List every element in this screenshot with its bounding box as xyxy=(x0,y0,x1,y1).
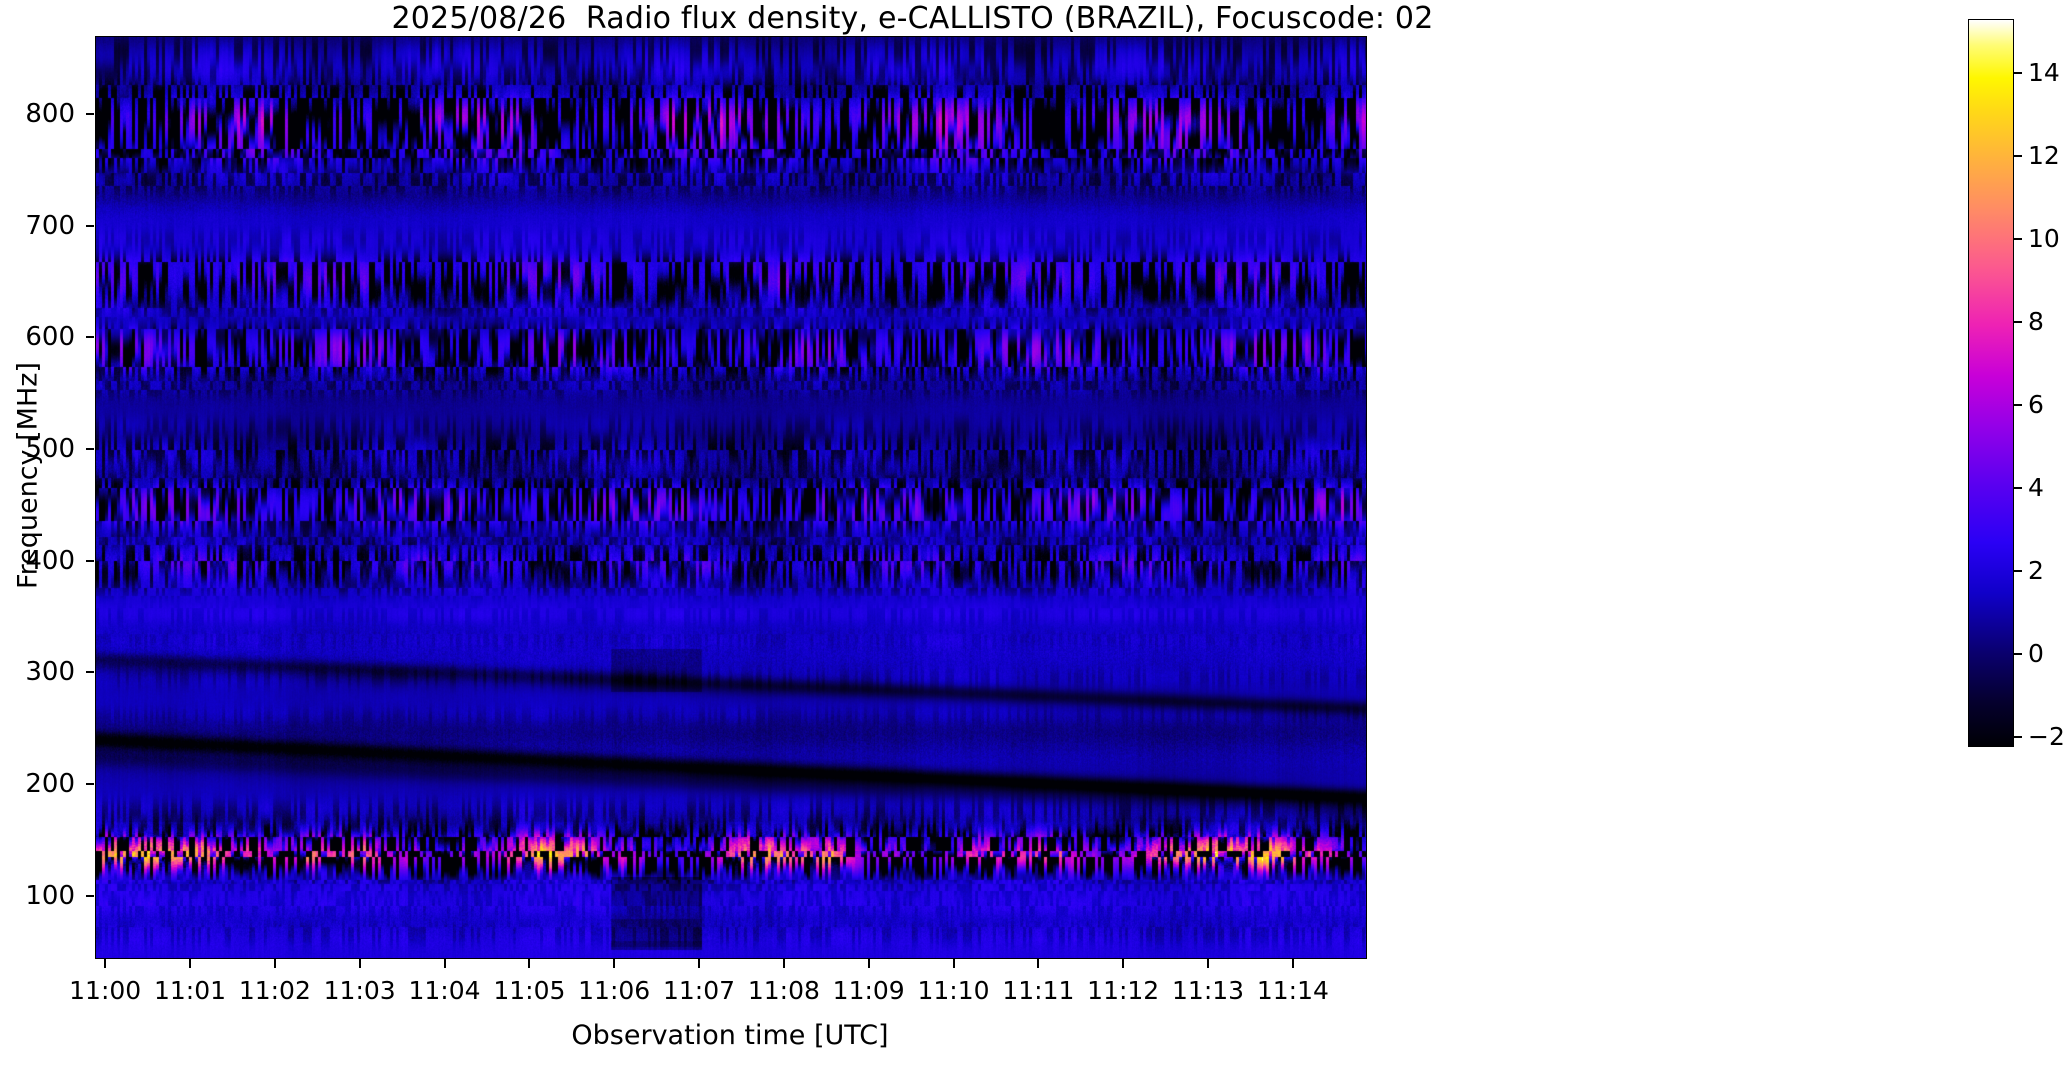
colorbar-tick-mark xyxy=(2014,154,2022,157)
x-tick-label: 11:06 xyxy=(578,976,651,1005)
y-tick-mark xyxy=(86,448,94,451)
x-tick-mark xyxy=(528,959,531,968)
x-tick-label: 11:10 xyxy=(917,976,990,1005)
x-tick-label: 11:09 xyxy=(832,976,905,1005)
spectrogram-image xyxy=(96,37,1366,958)
colorbar-tick-mark xyxy=(2014,735,2022,738)
y-tick-label: 100 xyxy=(25,880,75,911)
x-tick-mark xyxy=(698,959,701,968)
x-tick-mark xyxy=(782,959,785,968)
colorbar-tick-label: 14 xyxy=(2028,57,2060,87)
y-tick-label: 600 xyxy=(25,322,75,353)
colorbar-tick-mark xyxy=(2014,71,2022,74)
colorbar-tick-label: 8 xyxy=(2028,306,2044,336)
x-tick-label: 11:13 xyxy=(1172,976,1245,1005)
x-tick-label: 11:12 xyxy=(1087,976,1160,1005)
x-tick-mark xyxy=(1291,959,1294,968)
y-tick-mark xyxy=(86,894,94,897)
x-tick-mark xyxy=(104,959,107,968)
x-tick-mark xyxy=(1037,959,1040,968)
x-tick-label: 11:05 xyxy=(493,976,566,1005)
colorbar-tick-label: −2 xyxy=(2028,721,2065,751)
colorbar-gradient xyxy=(1968,19,2014,747)
x-tick-mark xyxy=(189,959,192,968)
y-tick-label: 800 xyxy=(25,99,75,130)
y-tick-label: 200 xyxy=(25,768,75,799)
y-tick-mark xyxy=(86,113,94,116)
x-tick-label: 11:02 xyxy=(238,976,311,1005)
colorbar-tick-label: 6 xyxy=(2028,389,2044,419)
x-tick-mark xyxy=(613,959,616,968)
colorbar-tick-mark xyxy=(2014,652,2022,655)
colorbar-tick-label: 10 xyxy=(2028,223,2060,253)
y-tick-label: 400 xyxy=(25,545,75,576)
x-tick-label: 11:03 xyxy=(323,976,396,1005)
colorbar-tick-label: 4 xyxy=(2028,472,2044,502)
y-tick-mark xyxy=(86,224,94,227)
colorbar: −2 0 2 4 6 8 10 12 14 xyxy=(1968,19,2065,749)
x-axis-label: Observation time [UTC] xyxy=(571,1020,889,1051)
x-tick-label: 11:04 xyxy=(408,976,481,1005)
x-tick-label: 11:11 xyxy=(1002,976,1075,1005)
x-tick-label: 11:08 xyxy=(747,976,820,1005)
page-title: 2025/08/26 Radio flux density, e-CALLIST… xyxy=(391,1,1434,36)
y-axis-label: Frequency [MHz] xyxy=(12,362,44,589)
y-tick-mark xyxy=(86,559,94,562)
colorbar-tick-mark xyxy=(2014,403,2022,406)
x-tick-label: 11:14 xyxy=(1256,976,1329,1005)
y-tick-label: 500 xyxy=(25,434,75,465)
x-tick-mark xyxy=(1207,959,1210,968)
colorbar-tick-label: 12 xyxy=(2028,140,2060,170)
x-tick-mark xyxy=(952,959,955,968)
x-tick-label: 11:07 xyxy=(663,976,736,1005)
colorbar-tick-mark xyxy=(2014,320,2022,323)
y-tick-mark xyxy=(86,671,94,674)
x-tick-mark xyxy=(273,959,276,968)
colorbar-tick-label: 2 xyxy=(2028,555,2044,585)
x-tick-mark xyxy=(867,959,870,968)
y-tick-mark xyxy=(86,782,94,785)
spectrogram-axes xyxy=(95,36,1367,959)
colorbar-tick-label: 0 xyxy=(2028,638,2044,668)
colorbar-tick-mark xyxy=(2014,486,2022,489)
x-tick-label: 11:00 xyxy=(69,976,142,1005)
x-tick-mark xyxy=(1122,959,1125,968)
x-tick-mark xyxy=(443,959,446,968)
colorbar-tick-mark xyxy=(2014,237,2022,240)
colorbar-tick-mark xyxy=(2014,569,2022,572)
y-tick-mark xyxy=(86,336,94,339)
x-tick-label: 11:01 xyxy=(153,976,227,1005)
x-tick-mark xyxy=(358,959,361,968)
y-tick-label: 300 xyxy=(25,657,75,688)
y-tick-label: 700 xyxy=(25,210,75,241)
